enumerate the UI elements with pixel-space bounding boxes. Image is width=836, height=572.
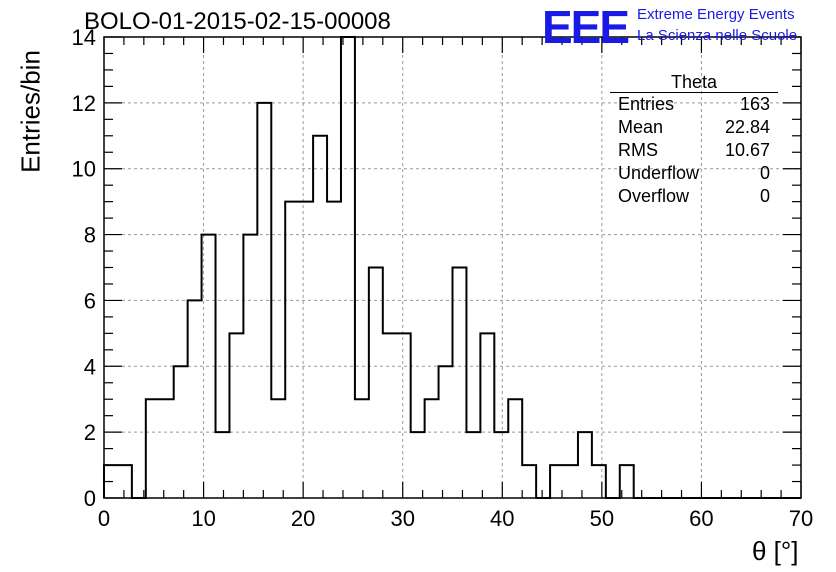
chart-title: BOLO-01-2015-02-15-00008	[84, 8, 391, 35]
stats-row: Underflow 0	[610, 162, 778, 185]
stats-label: Entries	[618, 94, 675, 114]
stats-row: Entries 163	[610, 93, 778, 116]
y-tick-label: 0	[84, 486, 96, 511]
stats-row: Mean 22.84	[610, 116, 778, 139]
histogram-series	[103, 36, 801, 499]
x-tick-label: 30	[390, 506, 414, 531]
x-tick-label: 20	[291, 506, 315, 531]
stats-label: Overflow	[618, 186, 690, 206]
x-tick-label: 50	[590, 506, 614, 531]
logo-line-2: La Scienza nelle Scuole	[637, 27, 798, 44]
stats-value: 22.84	[724, 117, 770, 137]
stats-title: Theta	[610, 72, 778, 93]
y-tick-label: 4	[84, 354, 96, 379]
y-axis-label: Entries/bin	[15, 50, 46, 173]
stats-value: 0	[759, 163, 770, 183]
stats-row: RMS 10.67	[610, 139, 778, 162]
x-tick-label: 70	[789, 506, 813, 531]
y-tick-label: 10	[72, 157, 96, 182]
x-tick-label: 0	[98, 506, 110, 531]
y-tick-label: 12	[72, 91, 96, 116]
x-tick-label: 10	[191, 506, 215, 531]
plot-frame	[103, 36, 802, 499]
stats-label: RMS	[618, 140, 658, 160]
stats-box: Theta Entries 163 Mean 22.84 RMS 10.67 Unde…	[610, 72, 778, 208]
x-tick-label: 40	[490, 506, 514, 531]
stats-value: 163	[739, 94, 770, 114]
stats-label: Mean	[618, 117, 664, 137]
x-tick-label: 60	[689, 506, 713, 531]
y-tick-label: 8	[84, 223, 96, 248]
y-tick-label: 14	[72, 25, 96, 50]
stats-row: Overflow 0	[610, 185, 778, 208]
stats-label: Underflow	[618, 163, 700, 183]
eee-logo: EEE	[542, 1, 630, 53]
stats-value: 10.67	[724, 140, 770, 160]
logo-caption: Extreme Energy Events La Scienza nelle S…	[637, 4, 797, 46]
y-tick-label: 6	[84, 288, 96, 313]
y-tick-label: 2	[84, 420, 96, 445]
x-axis-label: θ [°]	[752, 536, 799, 566]
stats-value: 0	[759, 186, 770, 206]
logo-line-1: Extreme Energy Events	[637, 6, 795, 23]
